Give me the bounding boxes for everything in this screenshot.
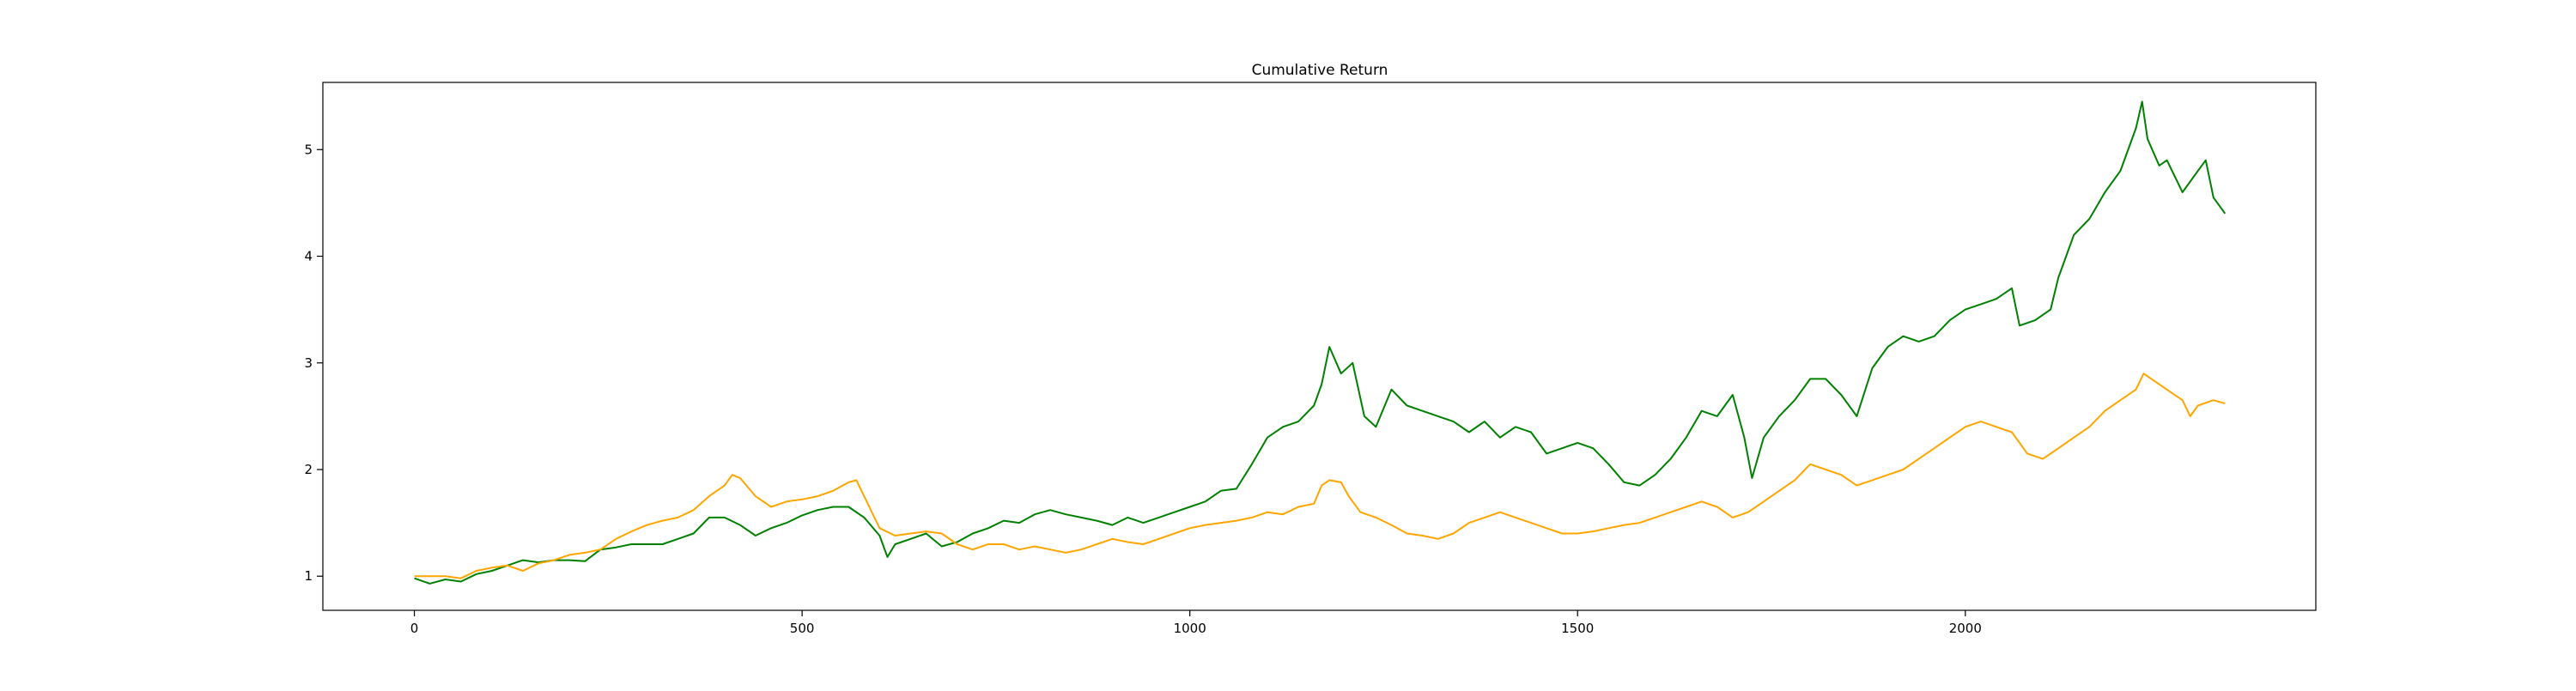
series-line-1 (414, 100, 2227, 585)
y-tick-label: 3 (304, 355, 313, 371)
y-tick-label: 4 (304, 249, 313, 264)
y-tick-label: 2 (304, 462, 313, 477)
series-line-2 (414, 373, 2226, 579)
x-axis: 0 500 1000 1500 2000 (410, 610, 1982, 636)
y-axis: 1 2 3 4 5 (304, 142, 323, 584)
plot-area (322, 82, 2317, 611)
x-tick-label: 1500 (1561, 621, 1594, 636)
x-tick-label: 2000 (1949, 621, 1982, 636)
chart-title: Cumulative Return (1252, 62, 1388, 79)
y-tick-label: 1 (304, 568, 313, 584)
x-tick-label: 500 (790, 621, 815, 636)
series-layer (414, 100, 2227, 585)
x-tick-label: 1000 (1174, 621, 1206, 636)
x-tick-label: 0 (410, 621, 419, 636)
y-tick-label: 5 (304, 142, 313, 157)
